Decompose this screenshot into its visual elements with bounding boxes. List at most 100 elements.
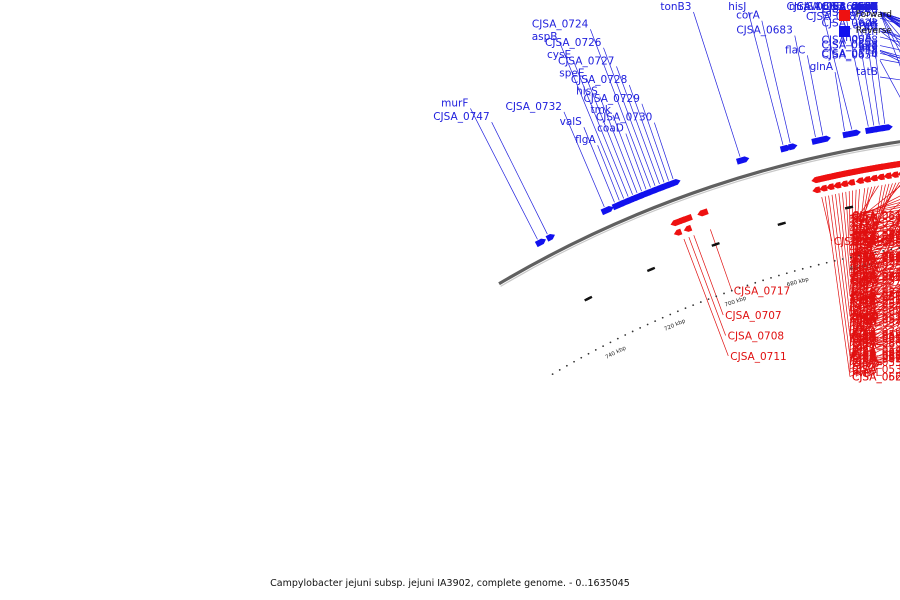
gene-label-forward: CJSA_0717 [734,286,790,298]
leader-line [835,194,851,317]
scale-dot [754,281,757,284]
scale-tick-label: 740 kbp [605,345,628,361]
scale-dot [558,369,561,371]
gene-label-reverse: ppa [858,1,878,13]
gene-label-forward: hypA [852,310,880,322]
gc-mark [844,206,850,210]
leader-line [864,21,880,125]
leader-line [603,47,656,186]
gene-label-forward: purE [852,302,876,314]
gc-mark [584,297,589,302]
gene-label-forward: ackA [852,255,878,267]
genome-backbone [498,140,900,287]
gene-label-forward: lysC [852,245,874,257]
leader-line [563,111,605,208]
gene-label-forward: CJSA_0602 [852,230,900,242]
leader-line [849,225,900,238]
gc-mark [711,243,716,247]
leader-line [824,196,851,377]
map-caption: Campylobacter jejuni subsp. jejuni IA390… [270,578,630,589]
gene-label-reverse: CJSA_0728 [571,74,627,86]
gene-label-reverse: CJSA_0656 [822,1,879,13]
leader-line [849,300,900,336]
gene-label-reverse: CJSA_0654 [822,49,879,61]
leader-line [849,320,900,357]
leader-line [834,71,845,131]
gene-label-forward: rplS [852,245,873,257]
leader-line [599,96,638,194]
scale-dot [762,279,765,282]
gene-label-forward: dprA [852,211,878,223]
scale-tick-label: 660 kbp [850,262,874,273]
gene-label-reverse: uvrB [854,1,878,13]
gene-label-forward: CJSA_0603 [852,252,900,264]
gene-label-reverse: CJSA_0596 [822,1,879,13]
gc-mark [646,268,652,273]
forward-gene-feature [673,228,683,236]
forward-gene-feature [869,174,878,182]
forward-gene-feature [826,183,835,190]
gene-label-reverse: CJSA_0624 [822,39,879,51]
gene-label-reverse: CJSA_0577 [822,1,878,13]
leader-line [693,11,741,157]
gene-label-forward: CJSA_0551 [852,260,900,272]
leader-line [559,41,625,199]
gene-label-reverse: CJSA_0625 [822,1,878,13]
gene-label-forward: fba [852,279,869,291]
forward-gene-feature [897,171,900,176]
gene-label-forward: rlpA [852,270,874,282]
scale-dot [849,256,852,259]
gene-label-forward: hypD [852,231,880,243]
gene-label-forward: CJSA_0645 [852,225,900,237]
gene-label-forward: rimM [852,367,879,379]
leader-line [748,11,784,145]
scale-dot [866,252,868,255]
gene-label-forward: CJSA_0575 [852,353,900,365]
gene-label-reverse: corA [736,10,761,22]
leader-line [849,244,900,321]
gene-label-forward: CJSA_0523 [852,272,900,284]
scale-dot [676,310,679,313]
leader-line [849,287,900,336]
gene-label-reverse: CJSA_0598 [822,39,878,51]
scale-dot [631,330,634,333]
scale-dot [616,337,619,340]
scale-dot [817,263,820,266]
forward-gene-feature [697,208,709,217]
gene-label-reverse: CJSA_0560 [822,1,878,13]
leader-line [841,192,851,276]
gene-label-reverse: murF [441,97,468,109]
forward-gene-feature [855,177,865,184]
gene-label-reverse: CJSA_0726 [545,37,602,49]
scale-dot [785,272,788,275]
leader-line [849,190,854,372]
gene-label-forward: CJSA_0612 [852,231,900,243]
gene-label-forward: CJSA_0655 [852,298,900,310]
gene-label-reverse: hslU [855,1,878,13]
leader-line [831,194,851,337]
gene-label-forward: lpxD [852,325,876,337]
leader-line [849,209,900,219]
gene-label-forward: CJSA_0708 [728,330,784,342]
leader-line [654,122,674,180]
gene-label-forward: proA [852,352,877,364]
gene-label-forward: CJSA_0664 [852,230,900,242]
gene-label-forward: CJSA_0526 [852,329,900,341]
leader-line [710,229,733,291]
scale-dot [587,352,590,355]
gene-label-forward: CJSA_0589 [852,210,900,222]
leader-line [879,60,900,98]
reverse-gene-feature [811,137,825,145]
leader-line [612,114,642,192]
scale-dot [723,292,725,295]
leader-line [849,208,900,263]
gene-label-reverse: CJSA_0562 [822,1,878,13]
gene-label-forward: hypF [852,213,878,225]
gene-label-forward: CJSA_0600 [852,350,900,362]
scale-dot [609,341,612,344]
gene-label-reverse: glnA [810,61,834,73]
gene-label-forward: fliS [852,239,869,251]
gene-label-forward: CJSA_0537 [852,268,900,280]
leader-line [625,133,647,190]
